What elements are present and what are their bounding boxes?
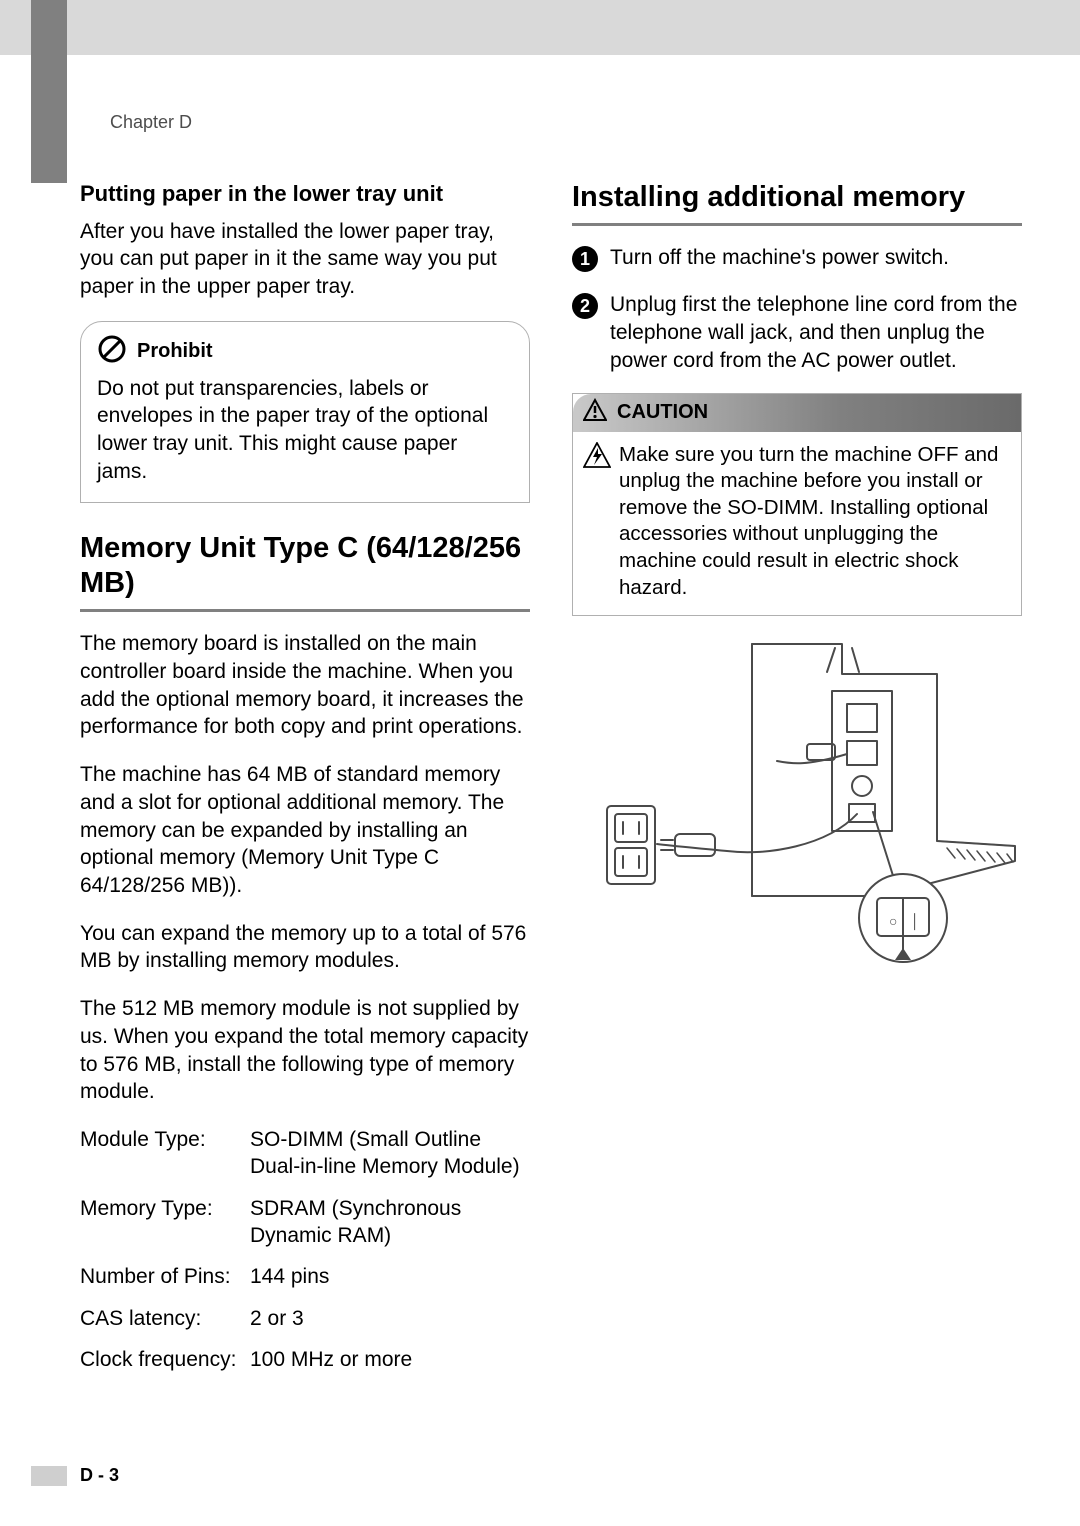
spec-value: SO-DIMM (Small Outline Dual-in-line Memo…: [250, 1126, 530, 1181]
unplug-diagram: ○ │: [572, 636, 1022, 966]
prohibit-icon: [97, 334, 127, 369]
caution-text: Make sure you turn the machine OFF and u…: [619, 442, 1009, 602]
step-number-icon: 1: [572, 246, 598, 277]
section-body-lower-tray: After you have installed the lower paper…: [80, 218, 530, 301]
prohibit-box: Prohibit Do not put transparencies, labe…: [80, 321, 530, 503]
step-1: 1 Turn off the machine's power switch.: [572, 244, 1022, 277]
caution-icon: [583, 398, 607, 428]
prohibit-text: Do not put transparencies, labels or env…: [97, 375, 513, 486]
right-column: Installing additional memory 1 Turn off …: [572, 180, 1022, 1373]
spec-label: CAS latency:: [80, 1305, 250, 1332]
memory-para-1: The memory board is installed on the mai…: [80, 630, 530, 741]
chapter-side-block: [31, 0, 67, 183]
spec-value: 2 or 3: [250, 1305, 530, 1332]
step-text: Unplug first the telephone line cord fro…: [610, 291, 1022, 374]
memory-para-2: The machine has 64 MB of standard memory…: [80, 761, 530, 900]
memory-para-4: The 512 MB memory module is not supplied…: [80, 995, 530, 1106]
caution-box: CAUTION Make sure you turn the machine O…: [572, 393, 1022, 617]
svg-text:2: 2: [580, 296, 590, 316]
footer-side-tab: [31, 1466, 67, 1486]
spec-label: Module Type:: [80, 1126, 250, 1181]
memory-spec-table: Module Type: SO-DIMM (Small Outline Dual…: [80, 1126, 530, 1373]
step-2: 2 Unplug first the telephone line cord f…: [572, 291, 1022, 374]
step-text: Turn off the machine's power switch.: [610, 244, 949, 277]
prohibit-label: Prohibit: [137, 340, 213, 363]
left-column: Putting paper in the lower tray unit Aft…: [80, 180, 530, 1373]
page: Chapter D Putting paper in the lower tra…: [0, 0, 1080, 1526]
shock-hazard-icon: [583, 442, 611, 602]
section-title-lower-tray: Putting paper in the lower tray unit: [80, 180, 530, 208]
spec-value: 100 MHz or more: [250, 1346, 530, 1373]
page-footer: D - 3: [0, 1466, 1080, 1486]
spec-label: Number of Pins:: [80, 1263, 250, 1290]
memory-para-3: You can expand the memory up to a total …: [80, 920, 530, 975]
svg-text:○: ○: [889, 913, 897, 929]
caution-body: Make sure you turn the machine OFF and u…: [573, 432, 1021, 616]
caution-label: CAUTION: [617, 401, 708, 424]
heading-memory-unit: Memory Unit Type C (64/128/256 MB): [80, 531, 530, 613]
spec-label: Memory Type:: [80, 1195, 250, 1250]
step-number-icon: 2: [572, 293, 598, 374]
svg-text:│: │: [911, 913, 920, 931]
content-columns: Putting paper in the lower tray unit Aft…: [80, 180, 1025, 1373]
page-number: D - 3: [80, 1465, 119, 1486]
heading-install-memory: Installing additional memory: [572, 180, 1022, 226]
spec-value: 144 pins: [250, 1263, 530, 1290]
svg-text:1: 1: [580, 249, 590, 269]
caution-header: CAUTION: [573, 394, 1021, 432]
chapter-label: Chapter D: [110, 112, 192, 133]
spec-value: SDRAM (Synchronous Dynamic RAM): [250, 1195, 530, 1250]
prohibit-header: Prohibit: [97, 334, 513, 369]
top-bar: [0, 0, 1080, 55]
spec-label: Clock frequency:: [80, 1346, 250, 1373]
step-list: 1 Turn off the machine's power switch. 2…: [572, 244, 1022, 374]
